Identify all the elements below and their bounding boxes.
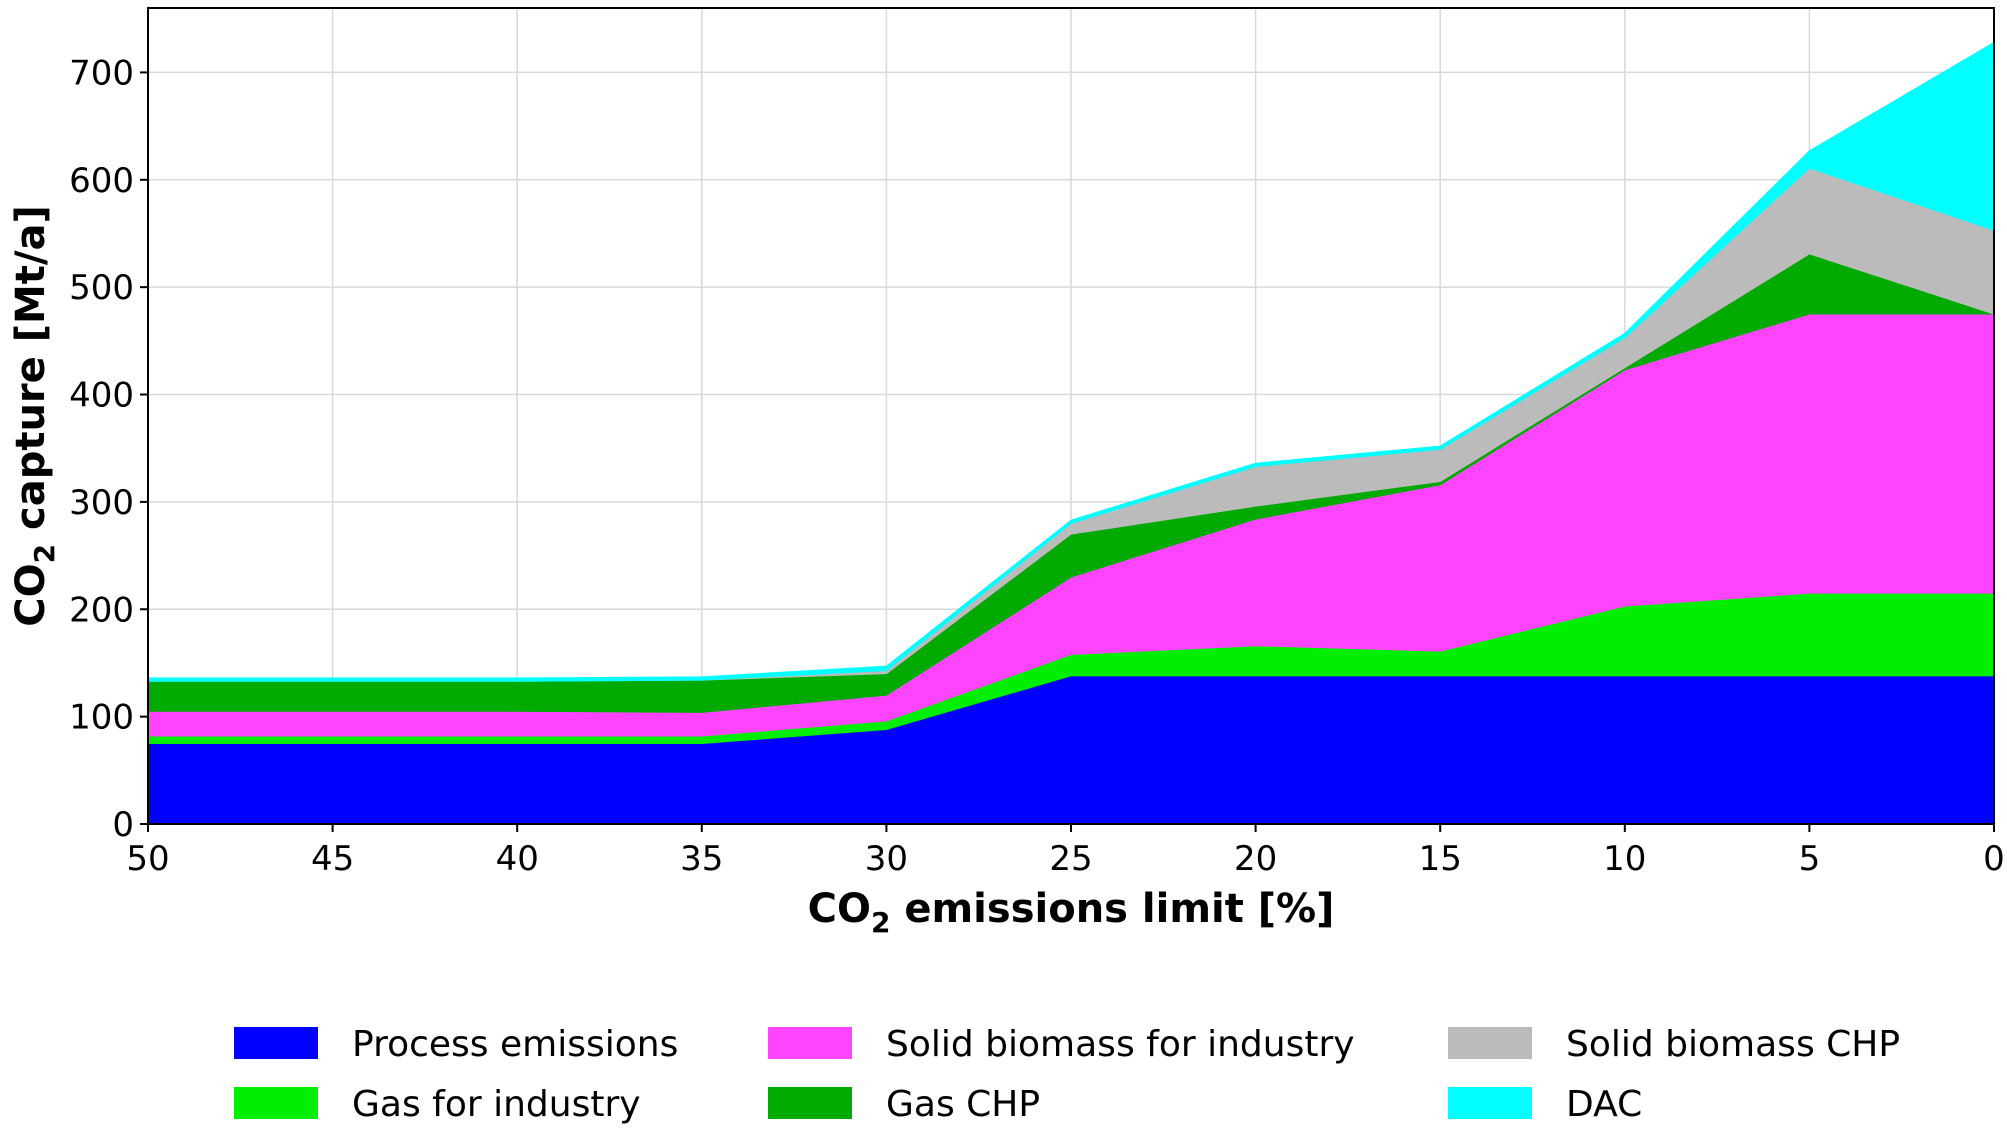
y-axis-ticks: 0 100 200 300 400 500 600 700 xyxy=(69,53,148,845)
y-tick-label: 400 xyxy=(69,376,134,416)
y-tick-label: 700 xyxy=(69,53,134,93)
x-tick-label: 0 xyxy=(1983,839,2005,879)
stacked-areas xyxy=(147,41,1995,825)
legend-label-dac: DAC xyxy=(1566,1084,1642,1125)
legend-swatch-dac xyxy=(1448,1087,1532,1119)
x-axis-label: CO2 emissions limit [%] xyxy=(808,886,1335,939)
legend-label-gas-for-industry: Gas for industry xyxy=(352,1084,641,1125)
y-tick-label: 200 xyxy=(69,590,134,630)
x-tick-label: 30 xyxy=(865,839,908,879)
y-tick-label: 500 xyxy=(69,268,134,308)
x-tick-label: 15 xyxy=(1419,839,1462,879)
legend-label-solid-biomass-for-industry: Solid biomass for industry xyxy=(886,1024,1355,1065)
x-tick-label: 45 xyxy=(311,839,354,879)
legend-swatch-gas-chp xyxy=(768,1087,852,1119)
x-tick-label: 35 xyxy=(680,839,723,879)
x-tick-label: 50 xyxy=(126,839,169,879)
legend-label-process-emissions: Process emissions xyxy=(352,1024,678,1065)
x-tick-label: 20 xyxy=(1234,839,1277,879)
x-tick-label: 25 xyxy=(1049,839,1092,879)
y-axis-label: CO2 capture [Mt/a] xyxy=(8,205,61,627)
legend-swatch-process-emissions xyxy=(234,1027,318,1059)
legend-label-solid-biomass-chp: Solid biomass CHP xyxy=(1566,1024,1900,1065)
x-tick-label: 40 xyxy=(496,839,539,879)
legend: Process emissions Gas for industry Solid b… xyxy=(234,1024,1900,1125)
legend-swatch-solid-biomass-for-industry xyxy=(768,1027,852,1059)
x-tick-label: 5 xyxy=(1799,839,1821,879)
legend-swatch-gas-for-industry xyxy=(234,1087,318,1119)
y-tick-label: 0 xyxy=(112,805,134,845)
x-tick-label: 10 xyxy=(1603,839,1646,879)
x-axis-ticks: 50 45 40 35 30 25 20 15 10 5 0 xyxy=(126,824,2005,879)
y-tick-label: 600 xyxy=(69,161,134,201)
legend-label-gas-chp: Gas CHP xyxy=(886,1084,1040,1125)
y-tick-label: 100 xyxy=(69,698,134,738)
legend-swatch-solid-biomass-chp xyxy=(1448,1027,1532,1059)
y-tick-label: 300 xyxy=(69,483,134,523)
